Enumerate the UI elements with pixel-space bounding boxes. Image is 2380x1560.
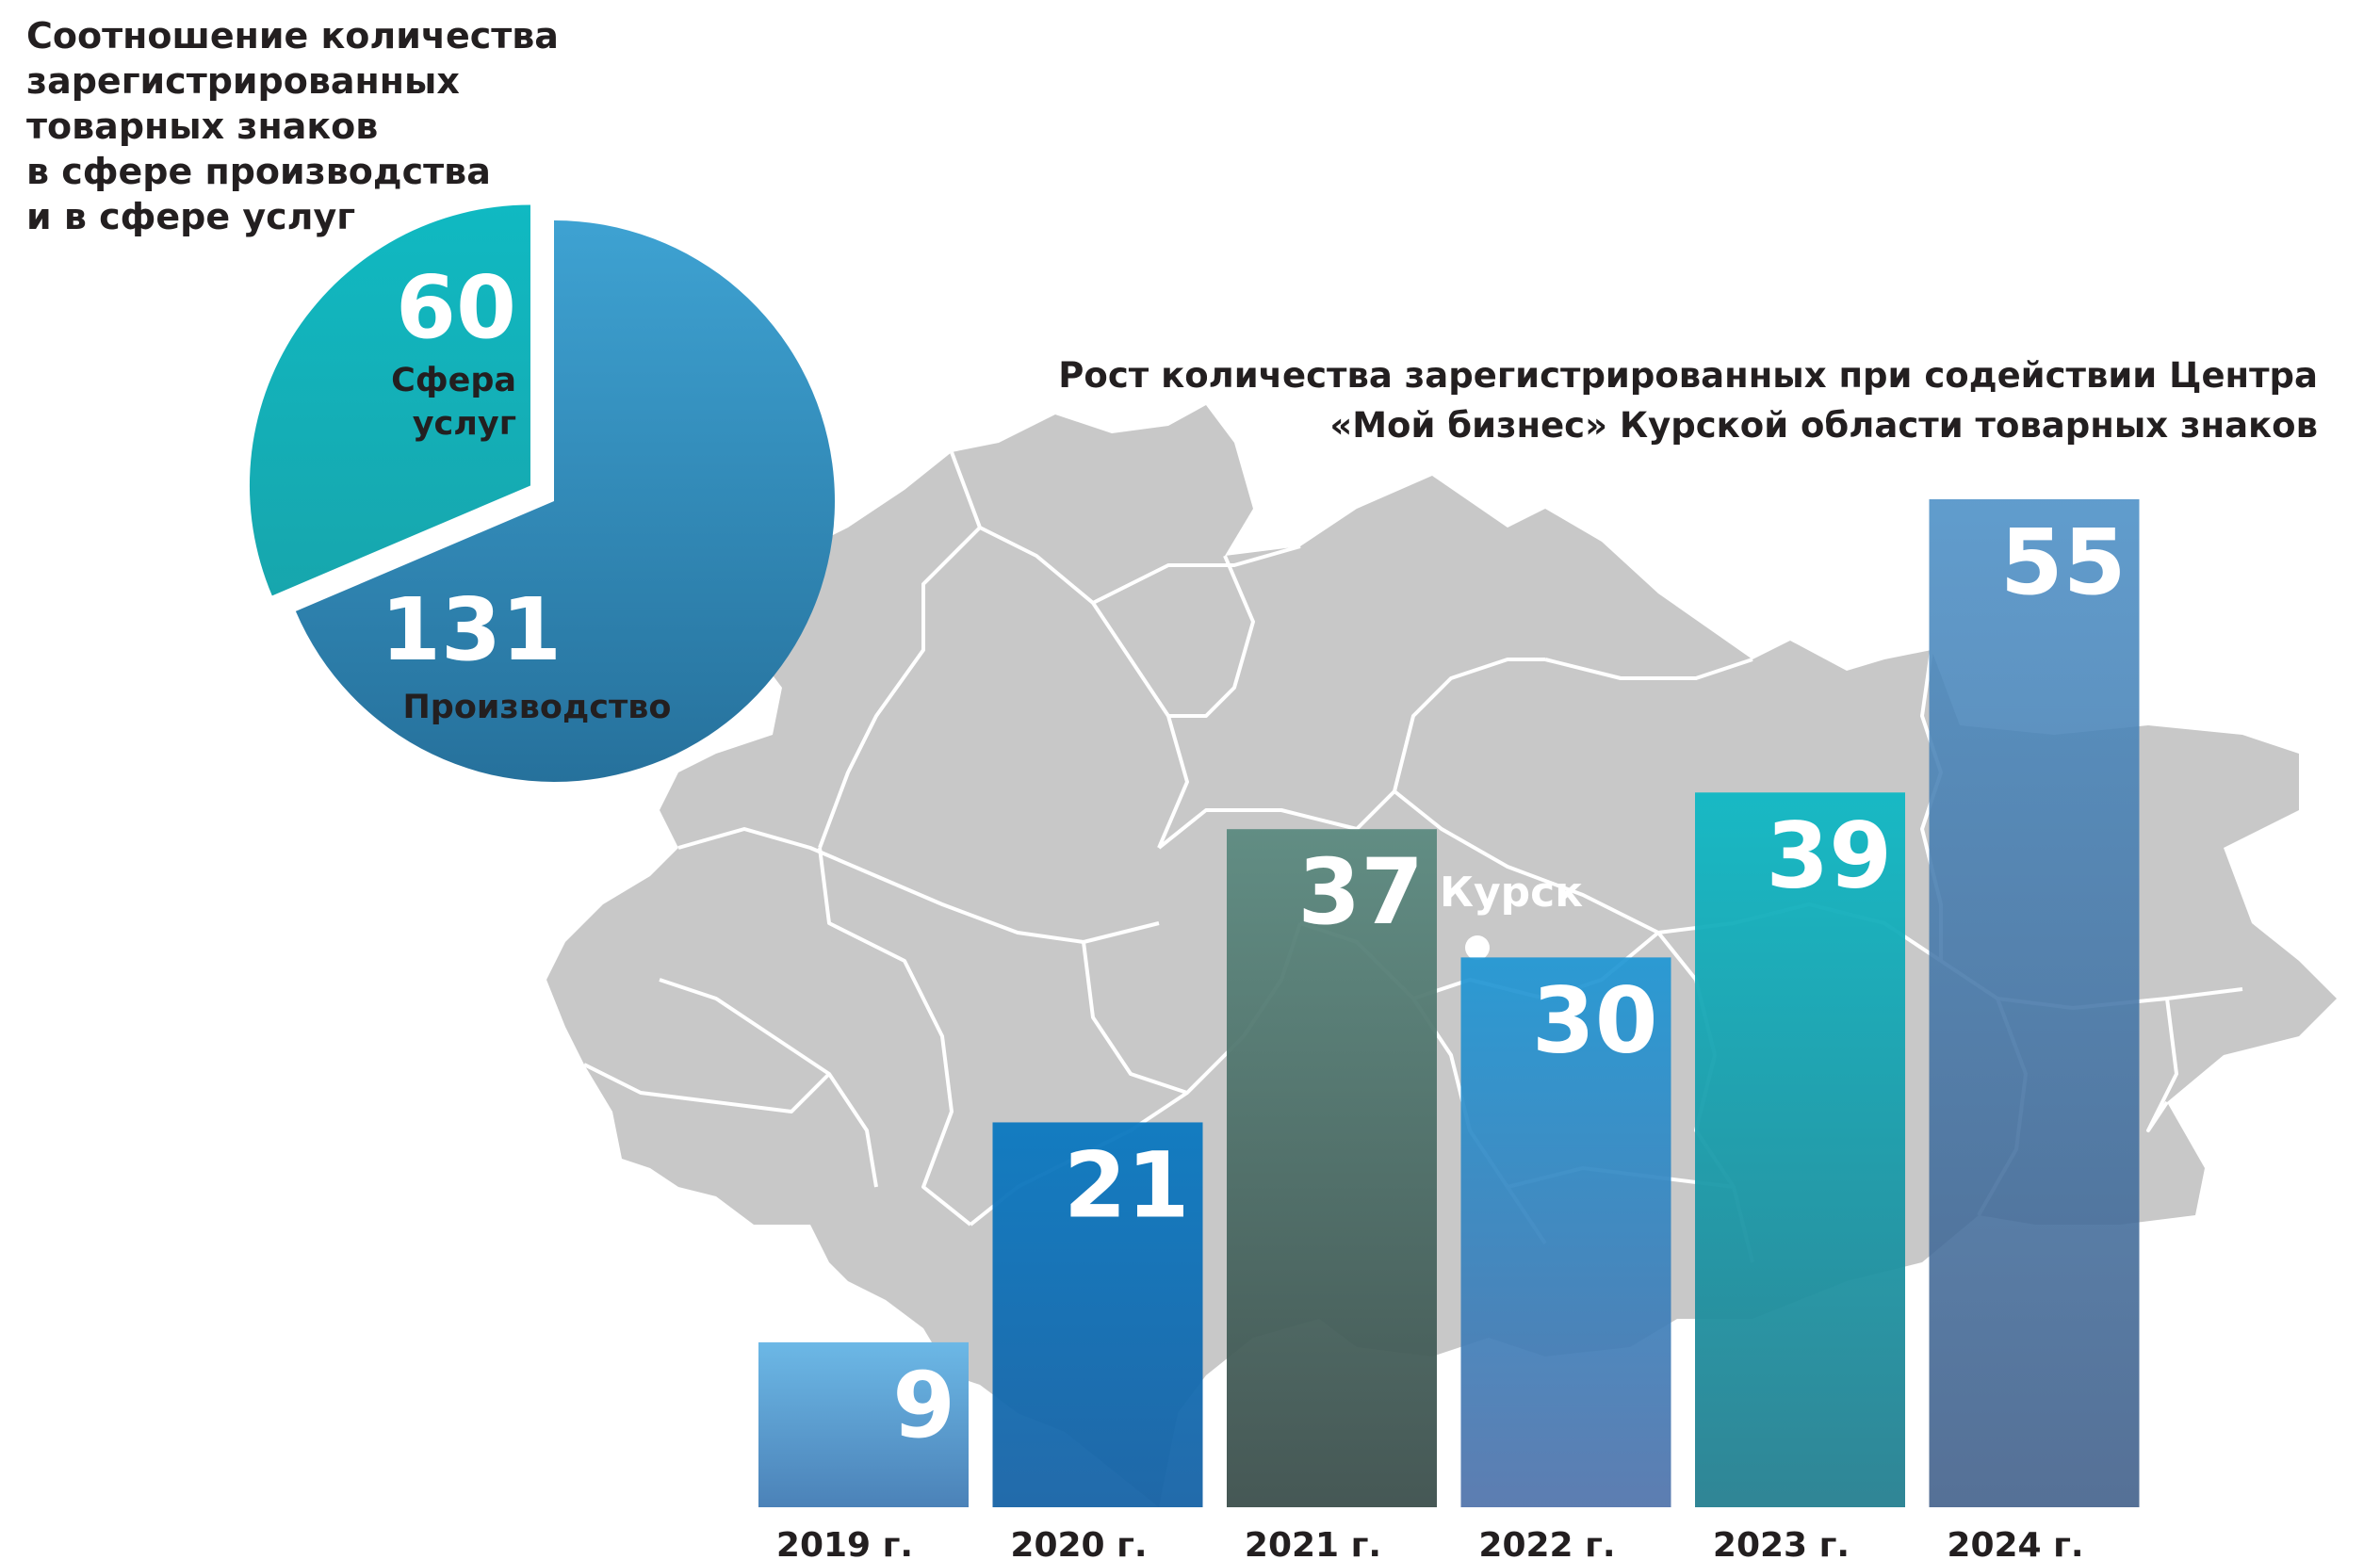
x-tick-label: 2021 г. [1245, 1526, 1381, 1560]
bar [992, 1122, 1203, 1507]
pie-slice-label: Сфера [391, 362, 516, 399]
bar-chart-title: Рост количества зарегистрированных при с… [999, 350, 2318, 450]
pie-labels: 60 Сфера услуг 131 Производство [381, 257, 672, 726]
x-tick-labels: 2019 г. 2020 г. 2021 г. 2022 г. 2023 г. 2024 … [776, 1526, 2084, 1560]
pie-slice [249, 204, 530, 596]
pie-title-line: Соотношение количества [26, 15, 559, 57]
x-tick-label: 2024 г. [1947, 1526, 2083, 1560]
bar-value-labels: 9 21 37 30 39 55 [892, 510, 2126, 1458]
x-tick-label: 2020 г. [1010, 1526, 1147, 1560]
pie-title-line: зарегистрированных [26, 60, 460, 102]
x-tick-label: 2023 г. [1713, 1526, 1850, 1560]
kursk-city-label: Курск [1440, 869, 1583, 917]
pie-title-line: товарных знаков [26, 106, 379, 147]
bar-value-label: 9 [892, 1353, 955, 1458]
bar [1460, 957, 1671, 1507]
bars [758, 499, 2140, 1507]
bar-value-label: 39 [1766, 803, 1892, 908]
bar [1227, 829, 1437, 1507]
bar-value-label: 37 [1297, 839, 1424, 945]
bar-value-label: 21 [1064, 1132, 1190, 1238]
bar-title-line: «Мой бизнес» Курской области товарных зн… [1329, 405, 2318, 446]
bar-title-line: Рост количества зарегистрированных при с… [1058, 355, 2318, 396]
pie-title-line: и в сфере услуг [26, 196, 356, 237]
pie-slice-value: 131 [381, 579, 562, 680]
pie-slices [249, 204, 836, 783]
bar-value-label: 55 [2000, 510, 2127, 615]
bar [1929, 499, 2140, 1507]
pie-slice-label: услуг [413, 405, 516, 443]
bar [758, 1341, 969, 1507]
pie-title-line: в сфере производства [26, 151, 491, 192]
pie-chart-title: Соотношение количества зарегистрированны… [26, 13, 559, 239]
x-tick-label: 2019 г. [776, 1526, 913, 1560]
bar [1695, 792, 1905, 1507]
bar-value-label: 30 [1532, 967, 1658, 1073]
pie-slice-label: Производство [403, 689, 672, 726]
pie-slice [295, 220, 836, 783]
x-tick-label: 2022 г. [1478, 1526, 1615, 1560]
pie-slice-value: 60 [396, 257, 516, 358]
kursk-city-dot [1465, 935, 1490, 960]
